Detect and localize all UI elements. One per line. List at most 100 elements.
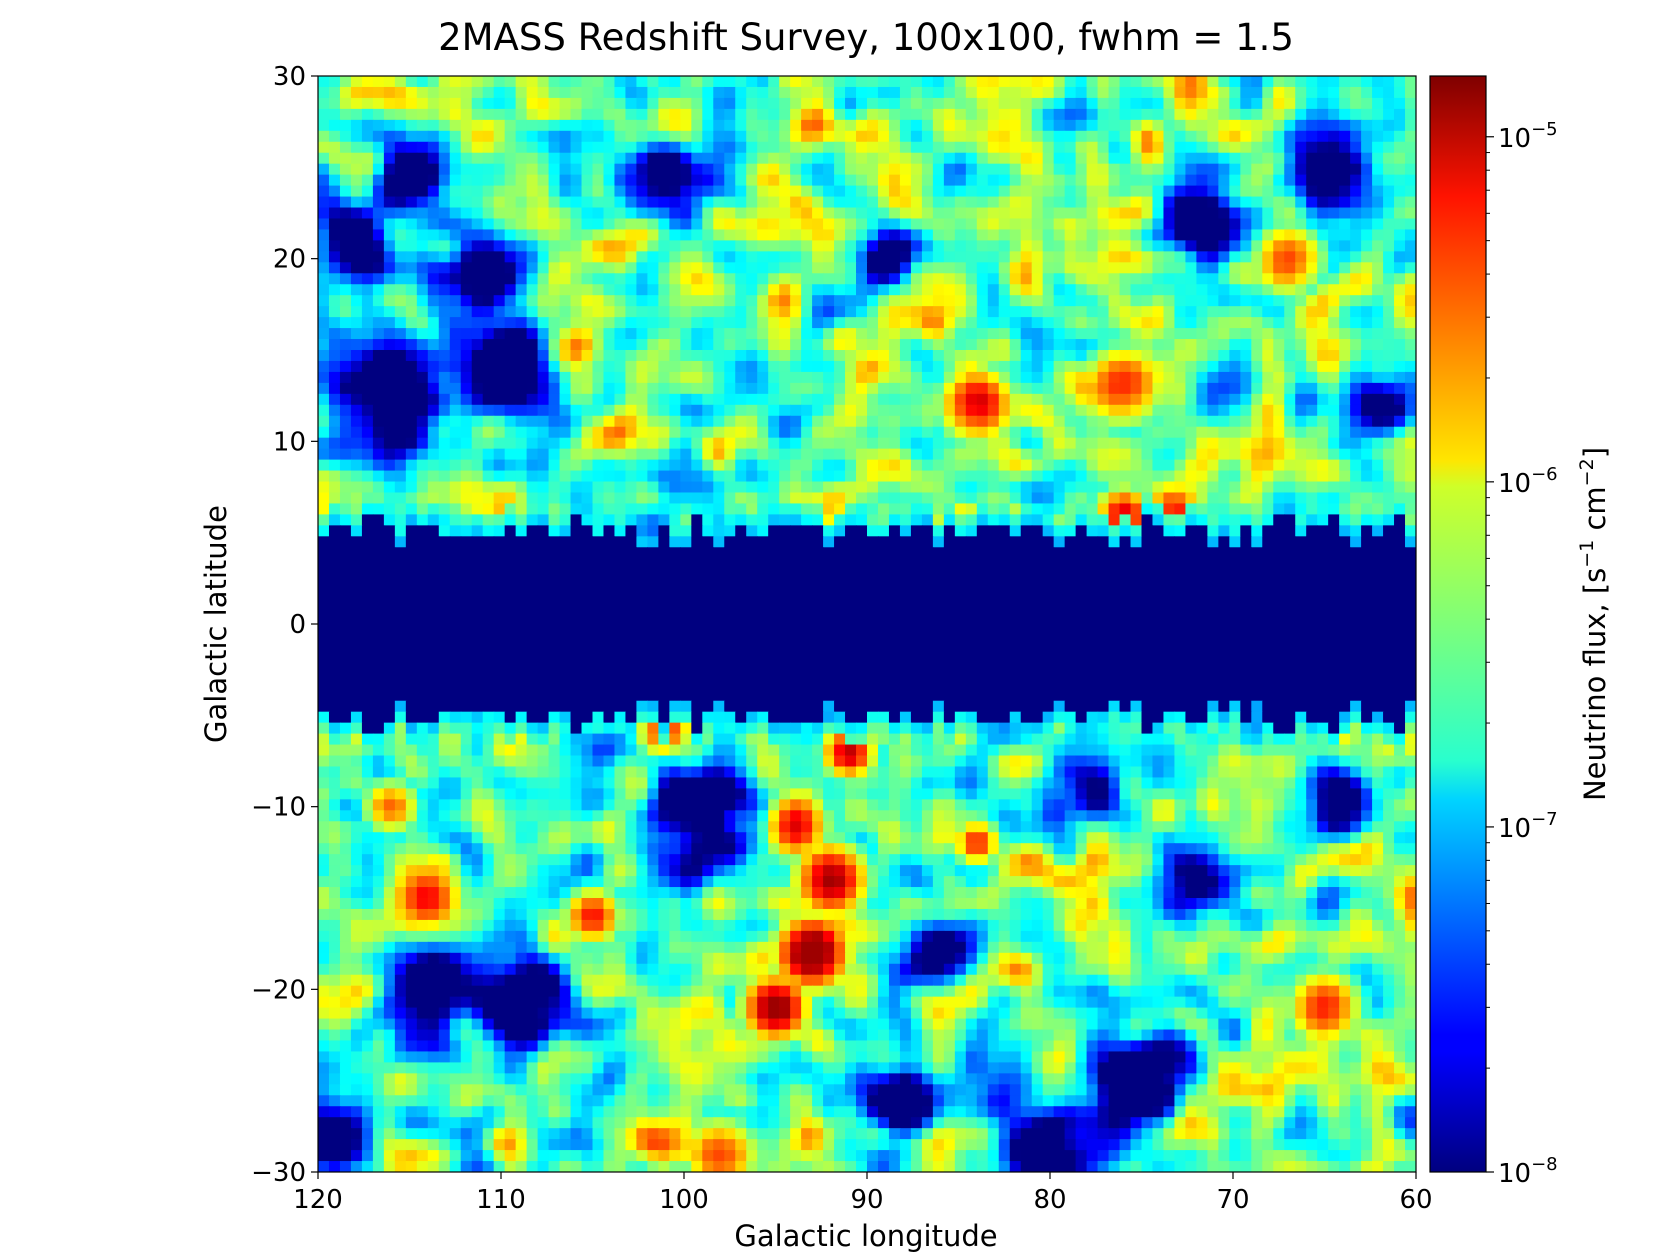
heatmap-cell [823, 415, 835, 428]
heatmap-cell [998, 437, 1011, 450]
heatmap-cell [482, 602, 495, 614]
heatmap-cell [1196, 481, 1208, 494]
heatmap-cell [1317, 229, 1329, 241]
heatmap-cell [493, 207, 506, 220]
heatmap-cell [1119, 130, 1132, 143]
heatmap-cell [691, 240, 703, 252]
heatmap-cell [1130, 525, 1143, 537]
heatmap-cell [1328, 536, 1340, 548]
heatmap-cell [954, 602, 967, 614]
heatmap-cell [768, 218, 780, 231]
heatmap-cell [801, 295, 813, 307]
heatmap-cell [888, 404, 901, 417]
heatmap-cell [1185, 371, 1197, 384]
heatmap-cell [328, 536, 341, 548]
heatmap-cell [449, 141, 462, 154]
heatmap-cell [1394, 328, 1406, 340]
heatmap-cell [691, 602, 703, 614]
heatmap-cell [812, 152, 824, 165]
heatmap-cell [515, 547, 528, 559]
heatmap-cell [1317, 525, 1329, 537]
heatmap-cell [768, 251, 780, 263]
heatmap-cell [1361, 218, 1373, 231]
heatmap-cell [976, 393, 989, 406]
heatmap-cell [1053, 514, 1066, 526]
heatmap-cell [1372, 97, 1384, 110]
heatmap-cell [812, 558, 824, 570]
heatmap-cell [1097, 503, 1110, 515]
heatmap-cell [856, 185, 868, 198]
heatmap-cell [976, 448, 989, 461]
heatmap-cell [1086, 76, 1099, 88]
heatmap-cell [405, 360, 418, 373]
heatmap-cell [1218, 437, 1230, 450]
heatmap-cell [636, 240, 648, 252]
heatmap-cell [1196, 196, 1208, 209]
heatmap-cell [559, 492, 572, 505]
heatmap-cell [867, 382, 879, 395]
heatmap-cell [746, 481, 758, 494]
heatmap-cell [976, 470, 989, 483]
heatmap-cell [526, 251, 539, 263]
heatmap-cell [724, 371, 736, 384]
heatmap-cell [768, 393, 780, 406]
heatmap-cell [1097, 185, 1110, 198]
heatmap-cell [1119, 273, 1132, 285]
heatmap-cell [1251, 371, 1263, 384]
heatmap-cell [1086, 97, 1099, 110]
heatmap-cell [636, 251, 648, 263]
heatmap-cell [1317, 273, 1329, 285]
heatmap-cell [636, 284, 648, 296]
heatmap-cell [801, 437, 813, 450]
heatmap-cell [691, 229, 703, 241]
heatmap-cell [1086, 470, 1099, 483]
heatmap-cell [1405, 174, 1416, 187]
heatmap-cell [1251, 152, 1263, 165]
heatmap-cell [581, 152, 594, 165]
heatmap-cell [910, 492, 923, 505]
heatmap-cell [888, 196, 901, 209]
heatmap-cell [647, 130, 659, 143]
heatmap-cell [361, 470, 374, 483]
heatmap-cell [405, 196, 418, 209]
heatmap-cell [801, 185, 813, 198]
heatmap-cell [471, 536, 484, 548]
heatmap-cell [888, 580, 901, 592]
heatmap-cell [877, 371, 890, 384]
heatmap-cell [570, 163, 583, 176]
heatmap-cell [1020, 229, 1033, 241]
heatmap-cell [471, 174, 484, 187]
heatmap-cell [471, 251, 484, 263]
heatmap-cell [1009, 229, 1022, 241]
heatmap-cell [1372, 525, 1384, 537]
heatmap-cell [801, 350, 813, 362]
heatmap-cell [834, 251, 846, 263]
heatmap-cell [526, 404, 539, 417]
heatmap-cell [1339, 218, 1351, 231]
heatmap-cell [1295, 262, 1307, 274]
heatmap-cell [724, 360, 736, 373]
heatmap-cell [1152, 130, 1165, 143]
heatmap-cell [405, 76, 418, 88]
heatmap-cell [548, 295, 561, 307]
heatmap-cell [318, 229, 330, 241]
heatmap-cell [987, 229, 1000, 241]
heatmap-cell [713, 437, 725, 450]
heatmap-cell [954, 591, 967, 603]
heatmap-cell [713, 569, 725, 581]
heatmap-cell [856, 207, 868, 220]
heatmap-cell [1086, 273, 1099, 285]
heatmap-cell [812, 591, 824, 603]
heatmap-cell [460, 328, 473, 340]
heatmap-cell [1262, 371, 1274, 384]
heatmap-cell [746, 174, 758, 187]
heatmap-cell [1328, 393, 1340, 406]
heatmap-cell [768, 306, 780, 318]
heatmap-cell [1306, 602, 1318, 614]
heatmap-cell [899, 569, 912, 581]
heatmap-cell [614, 306, 627, 318]
heatmap-cell [877, 119, 890, 132]
heatmap-cell [1031, 360, 1044, 373]
heatmap-cell [1350, 97, 1362, 110]
heatmap-cell [1240, 602, 1252, 614]
